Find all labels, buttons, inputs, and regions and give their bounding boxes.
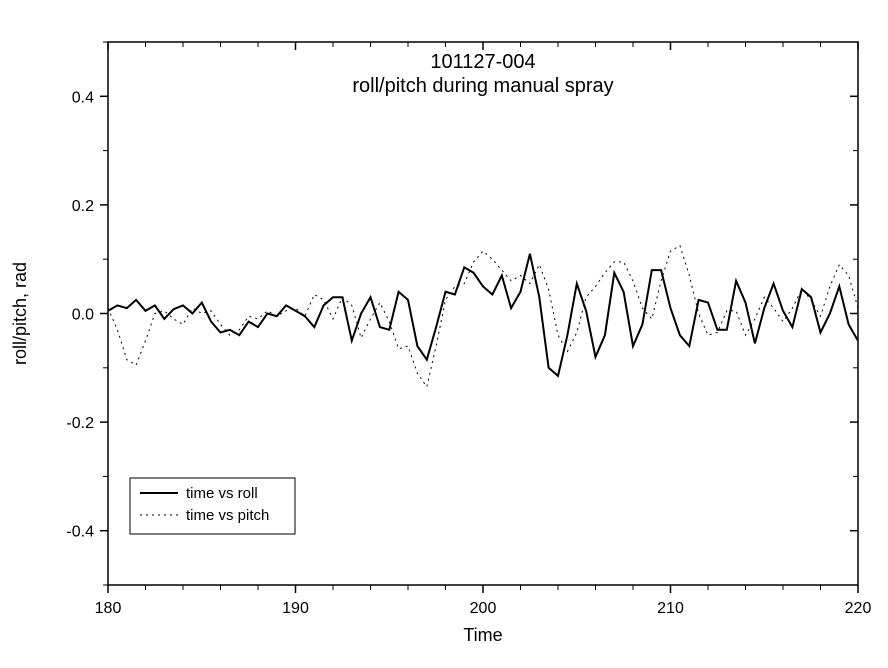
x-tick-label: 220 <box>845 600 872 617</box>
y-axis-label: roll/pitch, rad <box>10 262 30 365</box>
y-tick-label: -0.2 <box>66 415 94 432</box>
series-pitch <box>108 246 858 387</box>
legend-label: time vs pitch <box>186 507 269 524</box>
chart-title-line2: roll/pitch during manual spray <box>352 75 613 97</box>
x-tick-label: 210 <box>657 600 684 617</box>
y-tick-label: -0.4 <box>66 524 94 541</box>
chart-svg: 180 190 200 210 220 -0.4 -0.2 0.0 0.2 0.4 101127-0… <box>0 0 888 668</box>
x-axis-label: Time <box>463 625 502 645</box>
x-tick-label: 200 <box>470 600 497 617</box>
x-tick-label: 190 <box>282 600 309 617</box>
y-tick-label: 0.0 <box>72 307 94 324</box>
legend-label: time vs roll <box>186 485 258 502</box>
chart-title-line1: 101127-004 <box>430 51 535 73</box>
y-tick-label: 0.2 <box>72 198 94 215</box>
series-roll <box>108 254 858 376</box>
x-tick-label: 180 <box>95 600 122 617</box>
y-tick-label: 0.4 <box>72 89 94 106</box>
chart-container: 180 190 200 210 220 -0.4 -0.2 0.0 0.2 0.4 101127-0… <box>0 0 888 668</box>
